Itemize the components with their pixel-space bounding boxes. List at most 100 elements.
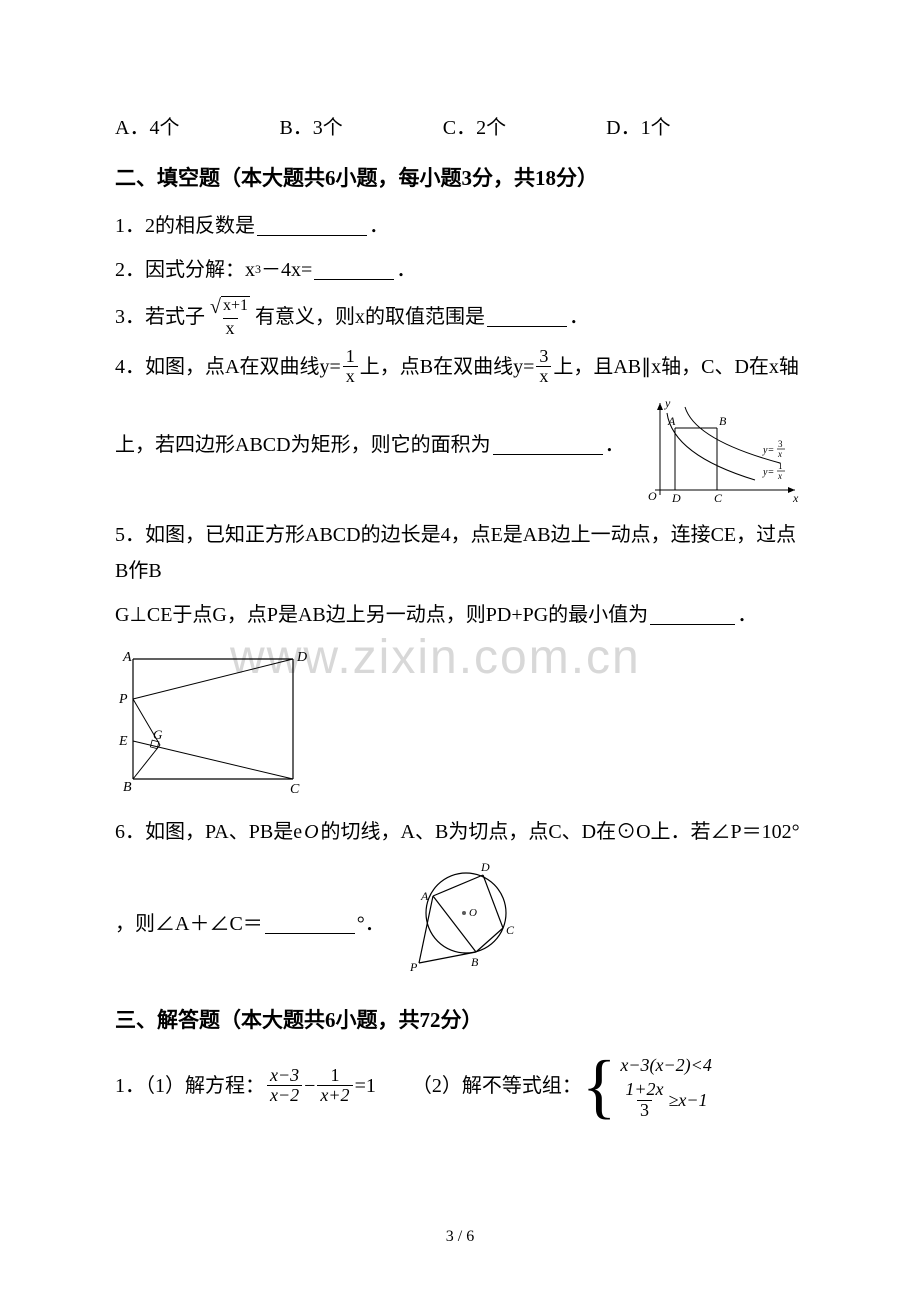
inequality-system: { x−3(x−2)<4 1+2x 3 ≥x−1 bbox=[582, 1050, 712, 1122]
svg-text:O: O bbox=[469, 907, 477, 919]
q2-2: 2．因式分解：x3 －4x= ． bbox=[115, 252, 805, 288]
num: 1+2x bbox=[622, 1080, 666, 1100]
svg-text:y: y bbox=[664, 396, 671, 410]
q2-4-line1: 4．如图，点A在双曲线 y= 1 x 上，点B在双曲线 y= 3 x 上，且AB… bbox=[115, 347, 805, 388]
den: x+2 bbox=[317, 1085, 352, 1106]
q2-4-end: ． bbox=[605, 427, 625, 463]
q2-4pre2: y= bbox=[513, 349, 534, 385]
q2-6b: 的切线，A、B为切点，点C、D在⊙O上．若∠P＝102° bbox=[321, 814, 800, 850]
q2-5-line1: 5．如图，已知正方形ABCD的边长是4，点E是AB边上一动点，连接CE，过点B作… bbox=[115, 517, 805, 589]
frac: 1+2x 3 bbox=[622, 1080, 666, 1121]
q2-3a: 3．若式子 bbox=[115, 299, 205, 335]
svg-text:y=: y= bbox=[762, 445, 774, 456]
sys1: x−3(x−2)<4 bbox=[620, 1051, 711, 1080]
diagram-q4: O x y A B D C y= 3 x y= 1 x bbox=[635, 395, 805, 517]
svg-text:y=: y= bbox=[762, 467, 774, 478]
option-c: C．2个 bbox=[443, 110, 506, 146]
svg-text:B: B bbox=[719, 414, 727, 428]
q2-6d: °． bbox=[357, 906, 385, 942]
svg-text:x: x bbox=[777, 471, 782, 481]
den: x bbox=[343, 366, 358, 387]
q2-4-line2-wrap: O x y A B D C y= 3 x y= 1 x bbox=[115, 395, 805, 495]
den: x bbox=[223, 318, 238, 339]
q2-3b: 有意义，则x的取值范围是 bbox=[255, 299, 485, 335]
den: 3 bbox=[637, 1100, 652, 1121]
svg-text:A: A bbox=[420, 889, 429, 903]
svg-text:C: C bbox=[290, 782, 300, 796]
option-b: B．3个 bbox=[279, 110, 342, 146]
q2-1-end: ． bbox=[369, 208, 389, 244]
q2-5a: 5．如图，已知正方形ABCD的边长是4，点E是AB边上一动点，连接CE，过点B作… bbox=[115, 517, 805, 589]
brace-icon: { bbox=[582, 1050, 617, 1122]
q2-4b: 上，点B在双曲线 bbox=[360, 349, 513, 385]
den: x bbox=[536, 366, 551, 387]
svg-text:3: 3 bbox=[778, 439, 783, 449]
q2-4d: 上，若四边形ABCD为矩形，则它的面积为 bbox=[115, 427, 491, 463]
option-d: D．1个 bbox=[606, 110, 670, 146]
q2-4a: 4．如图，点A在双曲线 bbox=[115, 349, 319, 385]
page-number: 3 / 6 bbox=[446, 1223, 474, 1252]
q2-3: 3．若式子 √x+1 x 有意义，则x的取值范围是 ． bbox=[115, 296, 805, 339]
hyperbola-diagram: O x y A B D C y= 3 x y= 1 x bbox=[635, 395, 805, 505]
svg-text:G: G bbox=[153, 727, 163, 742]
mc-options: A．4个 B．3个 C．2个 D．1个 bbox=[115, 110, 805, 146]
q3-1b: （2）解不等式组： bbox=[412, 1068, 582, 1104]
svg-text:E: E bbox=[118, 734, 128, 749]
q3-1a: 1．（1）解方程： bbox=[115, 1068, 265, 1104]
page-content: A．4个 B．3个 C．2个 D．1个 二、填空题（本大题共6小题，每小题3分，… bbox=[115, 110, 805, 1122]
sqrt-content: x+1 bbox=[221, 296, 250, 315]
q2-2a: 2．因式分解：x bbox=[115, 252, 255, 288]
den: x−2 bbox=[267, 1085, 302, 1106]
q2-6-line1: 6．如图，PA、PB是e O 的切线，A、B为切点，点C、D在⊙O上．若∠P＝1… bbox=[115, 814, 805, 850]
svg-text:1: 1 bbox=[778, 461, 783, 471]
svg-text:A: A bbox=[667, 414, 676, 428]
option-a: A．4个 bbox=[115, 110, 179, 146]
frac: 1 x bbox=[343, 347, 358, 388]
q2-4pre1: y= bbox=[319, 349, 340, 385]
svg-text:x: x bbox=[792, 491, 799, 505]
blank bbox=[265, 914, 355, 934]
svg-text:D: D bbox=[480, 860, 490, 874]
diagram-q6: A B C D P O bbox=[401, 858, 531, 990]
q2-6-line2-wrap: ，则∠A＋∠C＝ °． A B C D P O bbox=[115, 858, 805, 990]
q2-2b: －4x= bbox=[261, 252, 312, 288]
q3-1: 1．（1）解方程： x−3 x−2 − 1 x+2 =1 （2）解不等式组： {… bbox=[115, 1050, 805, 1122]
section-2-title: 二、填空题（本大题共6小题，每小题3分，共18分） bbox=[115, 160, 805, 198]
frac: x−3 x−2 bbox=[267, 1066, 302, 1107]
q2-6a: 6．如图，PA、PB是e bbox=[115, 814, 302, 850]
sys2r: ≥x−1 bbox=[669, 1086, 708, 1115]
diagram-q5: A D B C P E G bbox=[115, 641, 805, 808]
q2-1: 1．2的相反数是 ． bbox=[115, 208, 805, 244]
svg-text:C: C bbox=[506, 923, 515, 937]
frac: √x+1 x bbox=[207, 296, 253, 339]
num: 1 bbox=[327, 1066, 342, 1086]
q2-4c: 上，且AB∥x轴，C、D在x轴 bbox=[553, 349, 799, 385]
svg-text:B: B bbox=[123, 780, 132, 795]
svg-text:O: O bbox=[648, 489, 657, 503]
frac: 3 x bbox=[536, 347, 551, 388]
svg-text:B: B bbox=[471, 955, 479, 969]
blank bbox=[257, 216, 367, 236]
frac: 1 x+2 bbox=[317, 1066, 352, 1107]
svg-text:P: P bbox=[409, 960, 418, 974]
q2-2-end: ． bbox=[396, 252, 416, 288]
q2-1-text: 1．2的相反数是 bbox=[115, 208, 255, 244]
blank bbox=[487, 307, 567, 327]
svg-text:D: D bbox=[671, 491, 681, 505]
q2-6c: ，则∠A＋∠C＝ bbox=[115, 906, 263, 942]
num: x−3 bbox=[267, 1066, 302, 1086]
q2-6o: O bbox=[304, 814, 318, 850]
blank bbox=[650, 605, 735, 625]
square-diagram: A D B C P E G bbox=[115, 641, 315, 796]
svg-text:A: A bbox=[122, 650, 132, 665]
svg-text:x: x bbox=[777, 449, 782, 459]
svg-text:D: D bbox=[296, 650, 307, 665]
eq: =1 bbox=[355, 1068, 376, 1104]
q2-3-end: ． bbox=[569, 299, 589, 335]
blank bbox=[314, 260, 394, 280]
blank bbox=[493, 435, 603, 455]
section-3-title: 三、解答题（本大题共6小题，共72分） bbox=[115, 1002, 805, 1040]
q2-5b: G⊥CE于点G，点P是AB边上另一动点，则PD+PG的最小值为 bbox=[115, 597, 648, 633]
num: 3 bbox=[536, 347, 551, 367]
minus: − bbox=[304, 1068, 315, 1104]
